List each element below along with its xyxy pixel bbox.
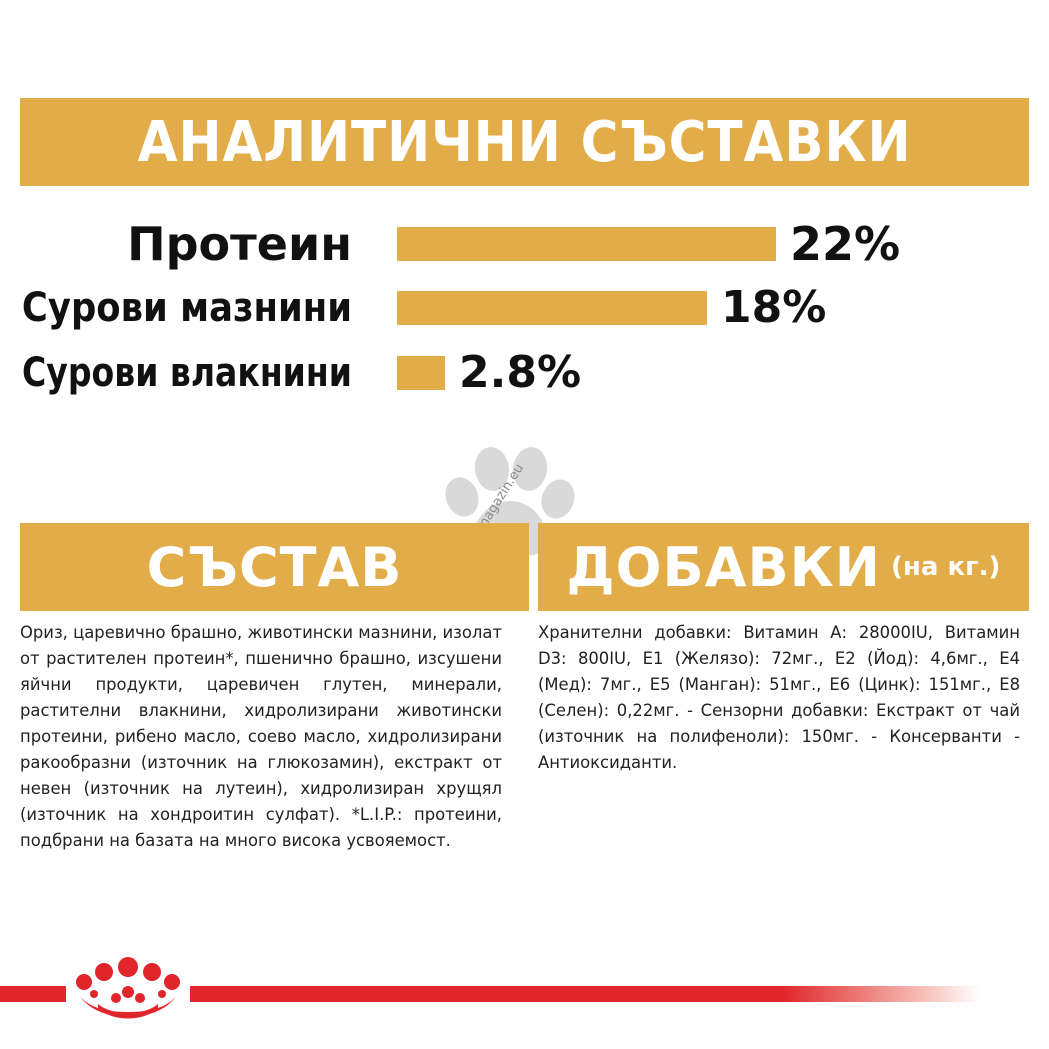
section-header-analytics: АНАЛИТИЧНИ СЪСТАВКИ [20,98,1029,186]
analytics-bar [397,356,445,390]
section-title: ДОБАВКИ [566,535,881,599]
analytics-label: Протеин [127,217,352,271]
analytics-value: 22% [790,217,901,271]
analytics-label: Сурови мазнини [21,285,352,331]
analytics-bar [397,227,776,261]
section-title: АНАЛИТИЧНИ СЪСТАВКИ [137,109,912,175]
section-unit: (на кг.) [891,552,1001,582]
royal-canin-crown-icon [76,957,180,1019]
composition-text: Ориз, царевично брашно, животински мазни… [20,623,502,850]
analytics-bar [397,291,707,325]
section-header-composition: СЪСТАВ [20,523,529,611]
additives-text: Хранителни добавки: Витамин А: 28000IU, … [538,623,1020,772]
brand-stripe-right [190,986,980,1002]
section-header-additives: ДОБАВКИ (на кг.) [538,523,1029,611]
analytics-row-protein: Протеин 22% [0,214,1049,274]
analytics-row-fat: Сурови мазнини 18% [0,278,1049,338]
section-title: СЪСТАВ [146,535,403,599]
analytics-row-fiber: Сурови влакнини 2.8% [0,343,1049,403]
analytics-value: 18% [721,282,827,333]
brand-stripe-left [0,986,66,1002]
analytics-value: 2.8% [459,347,582,398]
analytics-label: Сурови влакнини [22,350,352,396]
